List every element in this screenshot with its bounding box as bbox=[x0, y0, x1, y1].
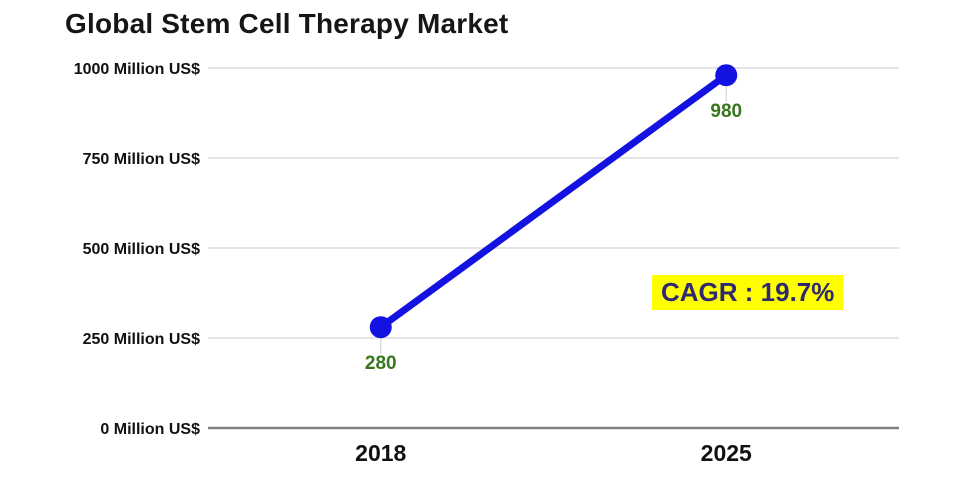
data-point-marker bbox=[715, 64, 738, 87]
y-axis-tick-label: 0 Million US$ bbox=[100, 421, 200, 438]
x-axis-tick-label: 2018 bbox=[355, 440, 406, 466]
data-point-label: 280 bbox=[365, 353, 397, 374]
y-axis-tick-label: 250 Million US$ bbox=[83, 331, 200, 348]
data-point-marker bbox=[369, 316, 392, 339]
chart-title: Global Stem Cell Therapy Market bbox=[65, 8, 509, 39]
y-axis-tick-label: 1000 Million US$ bbox=[74, 61, 200, 78]
y-axis-tick-label: 500 Million US$ bbox=[83, 241, 200, 258]
cagr-annotation: CAGR : 19.7% bbox=[652, 275, 844, 310]
series-line bbox=[377, 71, 730, 331]
data-point-label: 980 bbox=[710, 101, 742, 122]
x-axis-tick-label: 2025 bbox=[701, 440, 752, 466]
y-axis-tick-label: 750 Million US$ bbox=[83, 151, 200, 168]
